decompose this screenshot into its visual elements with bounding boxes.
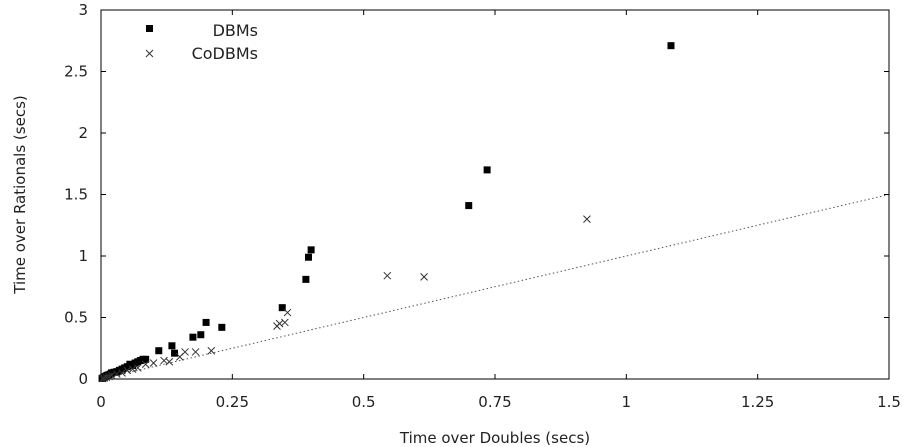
- legend: DBMs CoDBMs: [145, 21, 258, 63]
- data-point-dbms: [483, 166, 491, 174]
- legend-marker-dbms: [146, 25, 153, 32]
- series-1: [98, 215, 591, 383]
- data-point-codbms: [283, 308, 292, 317]
- x-tick-label: 0: [96, 393, 106, 411]
- data-point-codbms: [133, 364, 142, 372]
- data-point-dbms: [667, 42, 675, 50]
- x-tick-label: 0.5: [352, 393, 376, 411]
- x-tick-label: 1.5: [877, 393, 901, 411]
- data-point-dbms: [305, 253, 313, 261]
- data-point-dbms: [142, 355, 150, 363]
- data-point-dbms: [155, 347, 163, 355]
- y-tick-label: 3: [78, 1, 88, 19]
- y-axis-ticks: 0 0.5 1 1.5 2 2.5 3: [64, 1, 889, 388]
- data-point-codbms: [118, 368, 126, 377]
- legend-label-codbms: CoDBMs: [192, 44, 258, 63]
- x-axis-ticks: 0 0.25 0.5 0.75 1 1.25 1.5: [96, 10, 901, 411]
- data-point-dbms: [218, 323, 226, 331]
- data-point-codbms: [420, 273, 428, 281]
- data-point-codbms: [583, 215, 591, 223]
- y-tick-label: 2.5: [64, 63, 88, 81]
- legend-marker-codbms: [145, 49, 154, 58]
- plot-frame: [100, 9, 890, 380]
- y-tick-label: 1.5: [64, 186, 88, 204]
- data-point-dbms: [171, 349, 179, 357]
- data-point-codbms: [105, 372, 113, 381]
- x-tick-label: 0.75: [478, 393, 511, 411]
- x-tick-label: 1: [622, 393, 632, 411]
- data-point-codbms: [141, 360, 150, 369]
- data-point-dbms: [302, 275, 310, 283]
- y-tick-label: 1: [78, 247, 88, 265]
- y-tick-label: 0.5: [64, 309, 88, 327]
- data-point-codbms: [207, 346, 216, 355]
- data-point-dbms: [168, 342, 176, 350]
- legend-label-dbms: DBMs: [213, 21, 258, 40]
- data-point-codbms: [102, 373, 111, 382]
- data-point-codbms: [191, 348, 200, 356]
- data-point-dbms: [465, 202, 473, 210]
- data-point-codbms: [275, 319, 284, 328]
- series-0: [98, 42, 675, 382]
- data-point-codbms: [181, 348, 189, 356]
- data-point-codbms: [281, 318, 289, 327]
- data-point-codbms: [160, 356, 168, 365]
- x-tick-label: 0.25: [216, 393, 249, 411]
- y-axis-label: Time over Rationals (secs): [11, 95, 29, 294]
- x-tick-label: 1.25: [741, 393, 774, 411]
- data-point-dbms: [189, 333, 197, 341]
- data-point-dbms: [197, 331, 205, 339]
- data-point-codbms: [149, 359, 158, 367]
- reference-line: [100, 194, 890, 380]
- data-point-dbms: [278, 304, 286, 312]
- data-point-codbms: [165, 357, 174, 366]
- data-points: [98, 42, 675, 383]
- data-point-codbms: [383, 271, 392, 280]
- data-point-codbms: [100, 374, 109, 382]
- y-tick-label: 2: [78, 124, 88, 142]
- data-point-dbms: [202, 318, 210, 326]
- y-tick-label: 0: [78, 370, 88, 388]
- x-axis-label: Time over Doubles (secs): [399, 429, 590, 447]
- data-point-dbms: [307, 246, 315, 254]
